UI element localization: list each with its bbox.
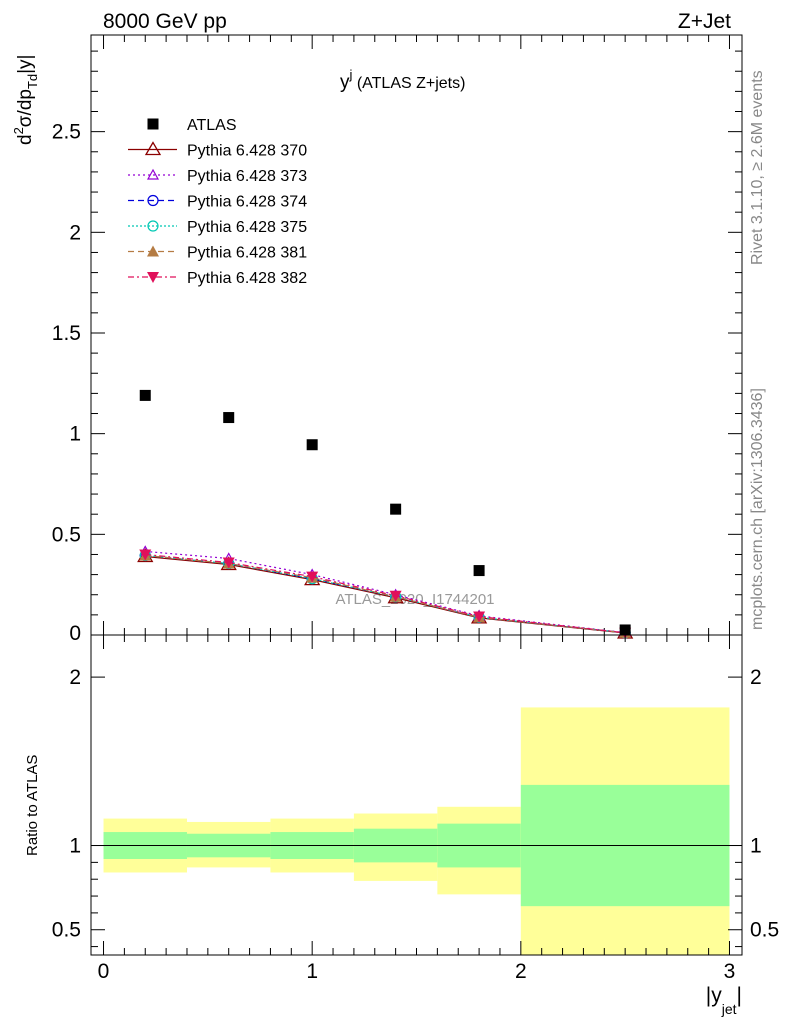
y-tick-label: 2 [69, 221, 81, 244]
ratio-panel: 0.5 0.5 1 1 2 2 0 1 2 3 Ratio to ATLAS |yjet| [24, 634, 779, 1017]
header-channel: Z+Jet [678, 10, 731, 33]
y-tick-label-zero: 0 [69, 622, 81, 645]
marker-triangle-down [222, 557, 235, 569]
plot-title-main: y [340, 72, 350, 93]
legend: ATLAS Pythia 6.428 370 Pythia 6.428 373 Pyt… [128, 117, 307, 287]
marker-triangle-down [139, 549, 152, 561]
marker-square [619, 624, 631, 636]
legend-item: Pythia 6.428 374 [128, 194, 307, 211]
marker-circle [147, 194, 159, 207]
x-tick-label: 0 [98, 960, 110, 983]
main-y-tick-labels: 0.5 1 1.5 2 2.5 0 [52, 121, 81, 645]
ratio-x-ticks [103, 635, 730, 955]
legend-label: Pythia 6.428 381 [187, 245, 307, 262]
legend-item: Pythia 6.428 381 [128, 245, 307, 262]
main-x-ticks [103, 35, 730, 635]
x-tick-label: 1 [306, 960, 318, 983]
main-panel: 0.5 1 1.5 2 2.5 0 ATLAS_2020_I1744201 yj (ATL… [11, 34, 743, 645]
legend-label: ATLAS [187, 117, 237, 134]
legend-item: Pythia 6.428 373 [128, 168, 307, 185]
y-tick-label: 0.5 [52, 523, 81, 546]
x-tick-label: 2 [515, 960, 527, 983]
marker-square [223, 412, 235, 424]
marker-square [390, 503, 402, 515]
legend-item: Pythia 6.428 375 [128, 219, 307, 236]
legend-label: Pythia 6.428 374 [187, 194, 307, 211]
main-y-ticks [91, 50, 742, 636]
analysis-watermark: ATLAS_2020_I1744201 [335, 591, 494, 608]
ratio-y-tick-label: 1 [69, 835, 81, 858]
marker-triangle [146, 168, 160, 180]
marker-triangle-down [147, 272, 159, 283]
marker-square [473, 565, 485, 577]
marker-triangle-down [473, 611, 486, 623]
data-points-group [139, 389, 631, 636]
marker-triangle [147, 245, 159, 257]
ratio-bands [103, 707, 730, 955]
legend-item: Pythia 6.428 370 [128, 141, 307, 160]
legend-label: Pythia 6.428 375 [187, 219, 307, 236]
legend-label: Pythia 6.428 373 [187, 168, 307, 185]
marker-triangle-down [306, 571, 319, 583]
marker-triangle-down [389, 590, 402, 602]
main-y-axis-title: d2σ/dpTd|y| [11, 55, 40, 146]
x-tick-label: 3 [724, 960, 736, 983]
legend-label: Pythia 6.428 370 [187, 143, 307, 160]
ratio-y-tick-label: 2 [69, 666, 81, 689]
ratio-y-tick-label-right: 2 [750, 666, 762, 689]
ratio-y-tick-label-right: 0.5 [750, 919, 779, 942]
marker-circle [147, 220, 159, 232]
series-line [145, 553, 626, 634]
legend-item-data: ATLAS [147, 117, 237, 134]
mcplots-label: mcplots.cern.ch [arXiv:1306.3436] [749, 388, 766, 630]
mc-series-group [137, 545, 634, 639]
y-tick-label: 1 [69, 423, 81, 446]
series-line [145, 554, 626, 634]
plot-title-sup: j [349, 67, 353, 82]
x-tick-labels: 0 1 2 3 [98, 960, 736, 983]
header-process: 8000 GeV pp [103, 10, 227, 33]
ratio-y-tick-labels: 0.5 0.5 1 1 2 2 [52, 666, 779, 942]
marker-triangle [144, 141, 162, 156]
ratio-y-ticks [91, 676, 742, 948]
x-axis-title: |yjet| [706, 984, 742, 1017]
legend-item: Pythia 6.428 382 [128, 270, 307, 287]
ratio-y-axis-title: Ratio to ATLAS [24, 755, 41, 856]
plot-title-rest: (ATLAS Z+jets) [352, 75, 465, 92]
y-tick-label: 1.5 [52, 322, 81, 345]
ratio-y-tick-label-right: 1 [750, 835, 762, 858]
ratio-y-tick-label: 0.5 [52, 919, 81, 942]
plot-title: yj (ATLAS Z+jets) [340, 67, 465, 93]
marker-square [306, 439, 318, 451]
rivet-label: Rivet 3.1.10, ≥ 2.6M events [749, 70, 766, 265]
marker-square [147, 118, 159, 130]
marker-square [139, 389, 151, 401]
legend-label: Pythia 6.428 382 [187, 270, 307, 287]
y-tick-label: 2.5 [52, 121, 81, 144]
